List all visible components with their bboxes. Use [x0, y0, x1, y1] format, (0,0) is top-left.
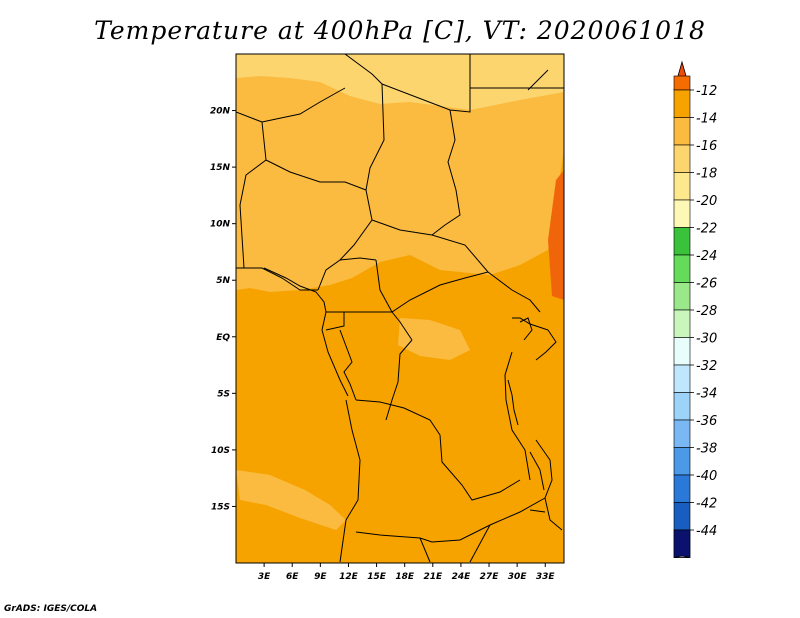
- boundary-line: [236, 111, 267, 269]
- colorbar-swatch: [673, 254, 691, 283]
- lon-tick-label: 27E: [480, 572, 500, 582]
- lat-tick-label: 10S: [211, 446, 230, 456]
- colorbar-label: -20: [696, 194, 717, 209]
- boundary-line: [339, 399, 361, 563]
- lake-line: [519, 317, 533, 341]
- lon-tick-label: 18E: [395, 572, 415, 582]
- field-band-mid-south: [236, 470, 346, 530]
- colorbar-swatch: [673, 392, 691, 421]
- field-band-warm: [548, 170, 564, 300]
- colorbar-label: -22: [696, 222, 717, 237]
- lat-tick-label: EQ: [216, 333, 230, 343]
- colorbar-swatch: [673, 199, 691, 228]
- boundary-line: [381, 54, 471, 113]
- colorbar-label: -32: [696, 359, 717, 374]
- colorbar-label: -12: [696, 84, 717, 99]
- boundary-line: [355, 497, 546, 543]
- lon-tick-label: 15E: [367, 572, 387, 582]
- colorbar-label: -28: [696, 304, 717, 319]
- boundary-line: [469, 524, 491, 563]
- colorbar-label: -16: [696, 139, 717, 154]
- colorbar-bottom-arrow: [673, 555, 691, 558]
- field-band-mid-east: [398, 318, 470, 360]
- colorbar-swatch: [673, 144, 691, 173]
- boundary-line: [385, 339, 413, 421]
- colorbar-label: -26: [696, 277, 717, 292]
- boundary-line: [355, 399, 521, 501]
- colorbar-swatch: [673, 309, 691, 338]
- lake-line: [529, 509, 546, 513]
- colorbar-swatch: [673, 282, 691, 311]
- colorbar-bottom-swatch: [673, 529, 691, 558]
- colorbar-label: -44: [696, 524, 717, 539]
- lat-tick-label: 15S: [211, 502, 230, 512]
- coastline: [263, 267, 349, 397]
- colorbar-label: -18: [696, 167, 717, 182]
- country-boundaries: [236, 54, 564, 563]
- boundary-line: [261, 87, 346, 123]
- boundary-line: [419, 537, 431, 563]
- colorbar-label: -38: [696, 442, 717, 457]
- colorbar-label: -30: [696, 332, 717, 347]
- lon-tick-label: 33E: [536, 572, 556, 582]
- lon-tick-label: 30E: [508, 572, 528, 582]
- lake-line: [527, 69, 549, 91]
- boundary-line: [535, 439, 563, 531]
- lon-tick-label: 3E: [258, 572, 271, 582]
- boundary-line: [344, 311, 413, 341]
- boundary-line: [344, 54, 385, 191]
- map-frame: [235, 53, 565, 564]
- latitude-axis: 20N 15N 10N 5N EQ 5S 10S 15S: [210, 107, 236, 512]
- lon-tick-label: 12E: [339, 572, 359, 582]
- colorbar: -12 -14 -16 -18 -20 -22 -24 -26 -28 -30 -32 -34 -36 -…: [673, 60, 717, 558]
- colorbar-swatch: [673, 447, 691, 476]
- boundary-line: [236, 267, 318, 291]
- lon-tick-label: 21E: [423, 572, 443, 582]
- boundary-line: [375, 259, 489, 313]
- lon-tick-label: 9E: [314, 572, 327, 582]
- lat-tick-label: 20N: [210, 107, 231, 117]
- lon-tick-label: 24E: [452, 572, 472, 582]
- colorbar-swatch: [673, 364, 691, 393]
- boundary-line: [339, 329, 357, 401]
- field-band-cool-north: [236, 54, 360, 72]
- boundary-line: [535, 329, 557, 361]
- boundary-line: [265, 159, 367, 191]
- colorbar-swatch: [673, 502, 691, 531]
- colorbar-label: -36: [696, 414, 717, 429]
- boundary-line: [512, 317, 549, 331]
- lat-tick-label: 5S: [217, 389, 230, 399]
- lake-line: [507, 379, 519, 426]
- colorbar-swatch: [673, 117, 691, 146]
- temperature-field: [236, 54, 564, 563]
- boundary-line: [504, 351, 531, 481]
- boundary-line: [371, 219, 541, 313]
- lat-tick-label: 10N: [210, 220, 231, 230]
- colorbar-swatch: [673, 172, 691, 201]
- lake-line: [529, 451, 545, 491]
- lat-tick-label: 15N: [210, 163, 231, 173]
- map-title: Temperature at 400hPa [C], VT: 202006101…: [94, 16, 706, 45]
- boundary-line: [317, 189, 373, 291]
- colorbar-swatch: [673, 227, 691, 256]
- colorbar-label: -34: [696, 387, 717, 402]
- colorbar-top-swatch: [673, 75, 691, 91]
- colorbar-label: -42: [696, 497, 717, 512]
- colorbar-label: -40: [696, 469, 717, 484]
- field-band-mid: [236, 54, 564, 292]
- boundary-line: [431, 109, 461, 236]
- colorbar-label: -14: [696, 112, 717, 127]
- boundary-line: [325, 311, 345, 331]
- colorbar-label: -24: [696, 249, 717, 264]
- colorbar-swatch: [673, 419, 691, 448]
- colorbar-swatch: [673, 474, 691, 503]
- boundary-line: [339, 257, 377, 261]
- credit-label: GrADS: IGES/COLA: [4, 604, 98, 614]
- colorbar-swatch: [673, 337, 691, 366]
- colorbar-swatch: [673, 89, 691, 118]
- lat-tick-label: 5N: [216, 276, 230, 286]
- longitude-axis: 3E 6E 9E 12E 15E 18E 21E 24E 27E 30E 33E: [258, 563, 556, 582]
- lon-tick-label: 6E: [286, 572, 299, 582]
